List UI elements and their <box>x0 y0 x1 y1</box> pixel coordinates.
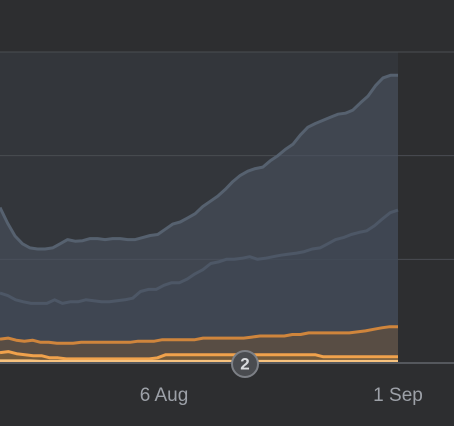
x-tick-label: 1 Sep <box>373 385 423 406</box>
x-axis-ticks: 6 Aug 1 Sep <box>140 385 423 406</box>
annotation-badge-label: 2 <box>240 355 249 374</box>
series-line <box>0 73 398 251</box>
series-line <box>0 208 399 305</box>
series-area <box>0 210 398 363</box>
x-tick-label: 6 Aug <box>140 385 189 406</box>
series-layer <box>0 73 399 364</box>
series-line <box>0 325 398 345</box>
annotation-badge-circle[interactable] <box>231 350 259 378</box>
series-line <box>0 359 398 363</box>
series-line <box>0 350 398 361</box>
annotation-badge[interactable]: 2 <box>231 350 259 378</box>
